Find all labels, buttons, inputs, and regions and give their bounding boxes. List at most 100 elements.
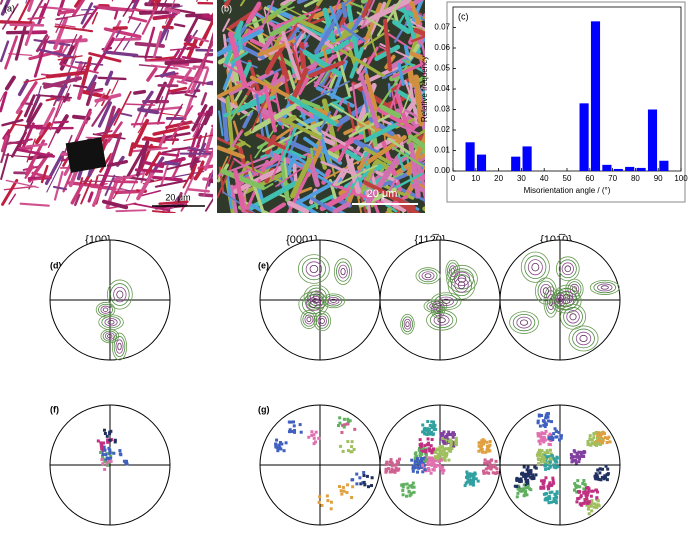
grain bbox=[97, 101, 112, 128]
pole-dot bbox=[407, 490, 411, 494]
grain bbox=[343, 0, 395, 21]
pole-dot bbox=[485, 461, 489, 465]
grain bbox=[23, 94, 36, 118]
grain bbox=[24, 21, 35, 46]
grain bbox=[321, 98, 340, 157]
pole-dot bbox=[411, 465, 415, 469]
grain bbox=[154, 111, 185, 117]
pole-dot bbox=[313, 440, 317, 444]
pole-dot bbox=[346, 417, 350, 421]
grain bbox=[223, 63, 240, 74]
pole-dot bbox=[570, 455, 574, 459]
grain bbox=[91, 94, 114, 127]
grain bbox=[120, 112, 133, 117]
pole-dot bbox=[544, 429, 548, 433]
pole-dot bbox=[449, 442, 453, 446]
grain bbox=[275, 164, 308, 188]
pole-dot bbox=[448, 432, 452, 436]
grain bbox=[169, 46, 201, 51]
pole-dot bbox=[536, 457, 540, 461]
pole-dot bbox=[469, 473, 473, 477]
pole-dot bbox=[590, 499, 594, 503]
pole-dot bbox=[438, 447, 442, 451]
grain bbox=[359, 29, 389, 50]
pole-dot bbox=[548, 437, 552, 441]
pole-dot bbox=[346, 422, 350, 426]
pole-dot bbox=[425, 432, 429, 436]
grain bbox=[386, 207, 393, 213]
y-tick-label: 0.07 bbox=[434, 23, 450, 32]
pole-dot bbox=[426, 420, 430, 424]
grain bbox=[69, 33, 78, 50]
pole-dot bbox=[429, 471, 433, 475]
grain bbox=[102, 199, 129, 210]
pole-dot bbox=[596, 468, 600, 472]
pole-dot bbox=[275, 445, 279, 449]
contour bbox=[579, 334, 588, 343]
grain bbox=[242, 110, 254, 129]
grain bbox=[9, 23, 45, 27]
pole-dot bbox=[310, 433, 314, 437]
pole-dot bbox=[601, 467, 605, 471]
grain bbox=[1, 118, 24, 127]
grain bbox=[117, 177, 125, 192]
pole-dot bbox=[544, 492, 548, 496]
grain bbox=[290, 157, 313, 199]
grain bbox=[144, 26, 156, 60]
grain bbox=[245, 1, 262, 25]
pole-dot bbox=[527, 469, 531, 473]
grain bbox=[86, 93, 91, 106]
contour bbox=[400, 313, 415, 335]
grain bbox=[88, 52, 122, 63]
contour bbox=[569, 313, 577, 321]
pole-dot bbox=[436, 455, 440, 459]
pole-dot bbox=[573, 482, 577, 486]
pole-dot bbox=[544, 476, 548, 480]
pole-dot bbox=[557, 438, 561, 442]
y-tick-label: 0.00 bbox=[434, 166, 450, 175]
pole-dot bbox=[278, 440, 282, 444]
pole-dot bbox=[423, 432, 427, 436]
pole-dot bbox=[515, 478, 519, 482]
pole-dot bbox=[551, 438, 555, 442]
pole-dot bbox=[317, 436, 321, 440]
pole-dot bbox=[401, 493, 405, 497]
pole-dot bbox=[467, 475, 471, 479]
grain bbox=[126, 145, 147, 178]
pole-dot bbox=[554, 501, 558, 505]
pole-dot bbox=[474, 477, 478, 481]
y-tick-label: 0.05 bbox=[434, 64, 450, 73]
grain bbox=[151, 175, 183, 182]
grain bbox=[27, 16, 45, 20]
grain bbox=[198, 142, 207, 156]
contour bbox=[520, 319, 529, 326]
pole-dot bbox=[418, 459, 422, 463]
pole-dot bbox=[549, 452, 553, 456]
x-tick-label: 40 bbox=[540, 174, 549, 183]
pole-dot bbox=[529, 469, 533, 473]
contour bbox=[309, 265, 319, 273]
contour bbox=[309, 300, 318, 308]
grain bbox=[205, 109, 213, 114]
pole-dot bbox=[539, 460, 543, 464]
pole-dot bbox=[519, 487, 523, 491]
pole-dot bbox=[605, 473, 609, 477]
grain bbox=[12, 123, 27, 127]
pole-dot bbox=[588, 437, 592, 441]
contour bbox=[415, 267, 441, 285]
pole-dot bbox=[542, 440, 546, 444]
pole-dot bbox=[444, 447, 448, 451]
grain bbox=[106, 187, 126, 191]
pole-dot bbox=[350, 440, 354, 444]
grain bbox=[363, 146, 398, 169]
pole-dot bbox=[553, 427, 557, 431]
grain bbox=[27, 151, 51, 183]
grain bbox=[127, 0, 140, 24]
pole-dot bbox=[441, 471, 445, 475]
pole-dot bbox=[544, 496, 548, 500]
x-tick-label: 30 bbox=[517, 174, 526, 183]
pole-dot bbox=[353, 427, 357, 431]
grain bbox=[55, 12, 93, 20]
contour bbox=[593, 281, 617, 294]
pole-dot bbox=[590, 501, 594, 505]
